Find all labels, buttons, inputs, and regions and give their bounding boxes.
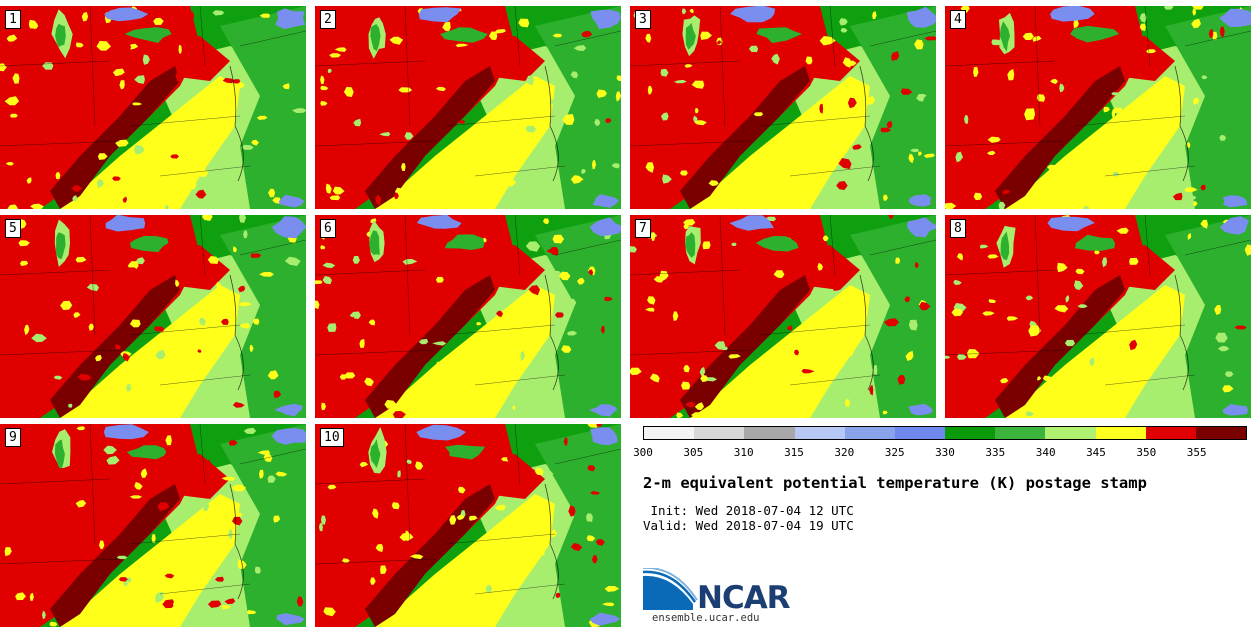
ncar-logo-icon xyxy=(643,568,698,610)
colorbar-segment xyxy=(894,427,946,439)
colorbar-segment xyxy=(844,427,895,439)
colorbar-tick-label: 315 xyxy=(784,446,804,459)
colorbar-tick-label: 320 xyxy=(834,446,855,459)
colorbar-segment xyxy=(1095,427,1146,439)
colorbar-segment xyxy=(1195,427,1247,439)
colorbar-tick-label: 340 xyxy=(1035,446,1056,459)
map-panel-10: 10 xyxy=(315,424,621,627)
member-label: 5 xyxy=(5,219,21,238)
colorbar-segment xyxy=(694,427,745,439)
colorbar-segment xyxy=(794,427,845,439)
colorbar-tick-label: 350 xyxy=(1136,446,1157,459)
member-label: 2 xyxy=(320,10,336,29)
colorbar-tick-label: 355 xyxy=(1186,446,1207,459)
map-panel-6: 6 xyxy=(315,215,621,418)
member-label: 9 xyxy=(5,428,21,447)
init-time: Init: Wed 2018-07-04 12 UTC xyxy=(643,503,854,518)
colorbar-segment xyxy=(1145,427,1196,439)
member-label: 8 xyxy=(950,219,966,238)
colorbar-segment xyxy=(744,427,795,439)
member-label: 6 xyxy=(320,219,336,238)
member-label: 4 xyxy=(950,10,966,29)
colorbar-segment xyxy=(995,427,1046,439)
colorbar-tick-label: 300 xyxy=(633,446,653,459)
colorbar-tick-label: 330 xyxy=(935,446,955,459)
member-label: 10 xyxy=(320,428,344,447)
member-label: 1 xyxy=(5,10,21,29)
ncar-wordmark: NCAR xyxy=(697,580,791,616)
plot-title: 2-m equivalent potential temperature (K)… xyxy=(643,474,1147,492)
colorbar-tick-label: 335 xyxy=(985,446,1006,459)
map-panel-3: 3 xyxy=(630,6,936,209)
map-panel-9: 9 xyxy=(0,424,306,627)
site-url[interactable]: ensemble.ucar.edu xyxy=(652,612,760,624)
colorbar-ticks: 300 305 310 315 320 325 330 335 340 345 350 355 xyxy=(633,446,1247,460)
map-panel-8: 8 xyxy=(945,215,1251,418)
map-panel-2: 2 xyxy=(315,6,621,209)
colorbar-tick-label: 345 xyxy=(1086,446,1106,459)
member-label: 3 xyxy=(635,10,651,29)
colorbar-tick-label: 325 xyxy=(884,446,905,459)
colorbar-tick-label: 310 xyxy=(733,446,754,459)
colorbar-segment xyxy=(1045,427,1096,439)
colorbar-tick-label: 305 xyxy=(683,446,704,459)
colorbar-segment xyxy=(945,427,996,439)
colorbar-segment xyxy=(644,427,695,439)
map-panel-1: 1 xyxy=(0,6,306,209)
map-panel-7: 7 xyxy=(630,215,936,418)
colorbar xyxy=(643,426,1247,440)
map-panel-4: 4 xyxy=(945,6,1251,209)
map-panel-5: 5 xyxy=(0,215,306,418)
valid-time: Valid: Wed 2018-07-04 19 UTC xyxy=(643,518,854,533)
member-label: 7 xyxy=(635,219,651,238)
